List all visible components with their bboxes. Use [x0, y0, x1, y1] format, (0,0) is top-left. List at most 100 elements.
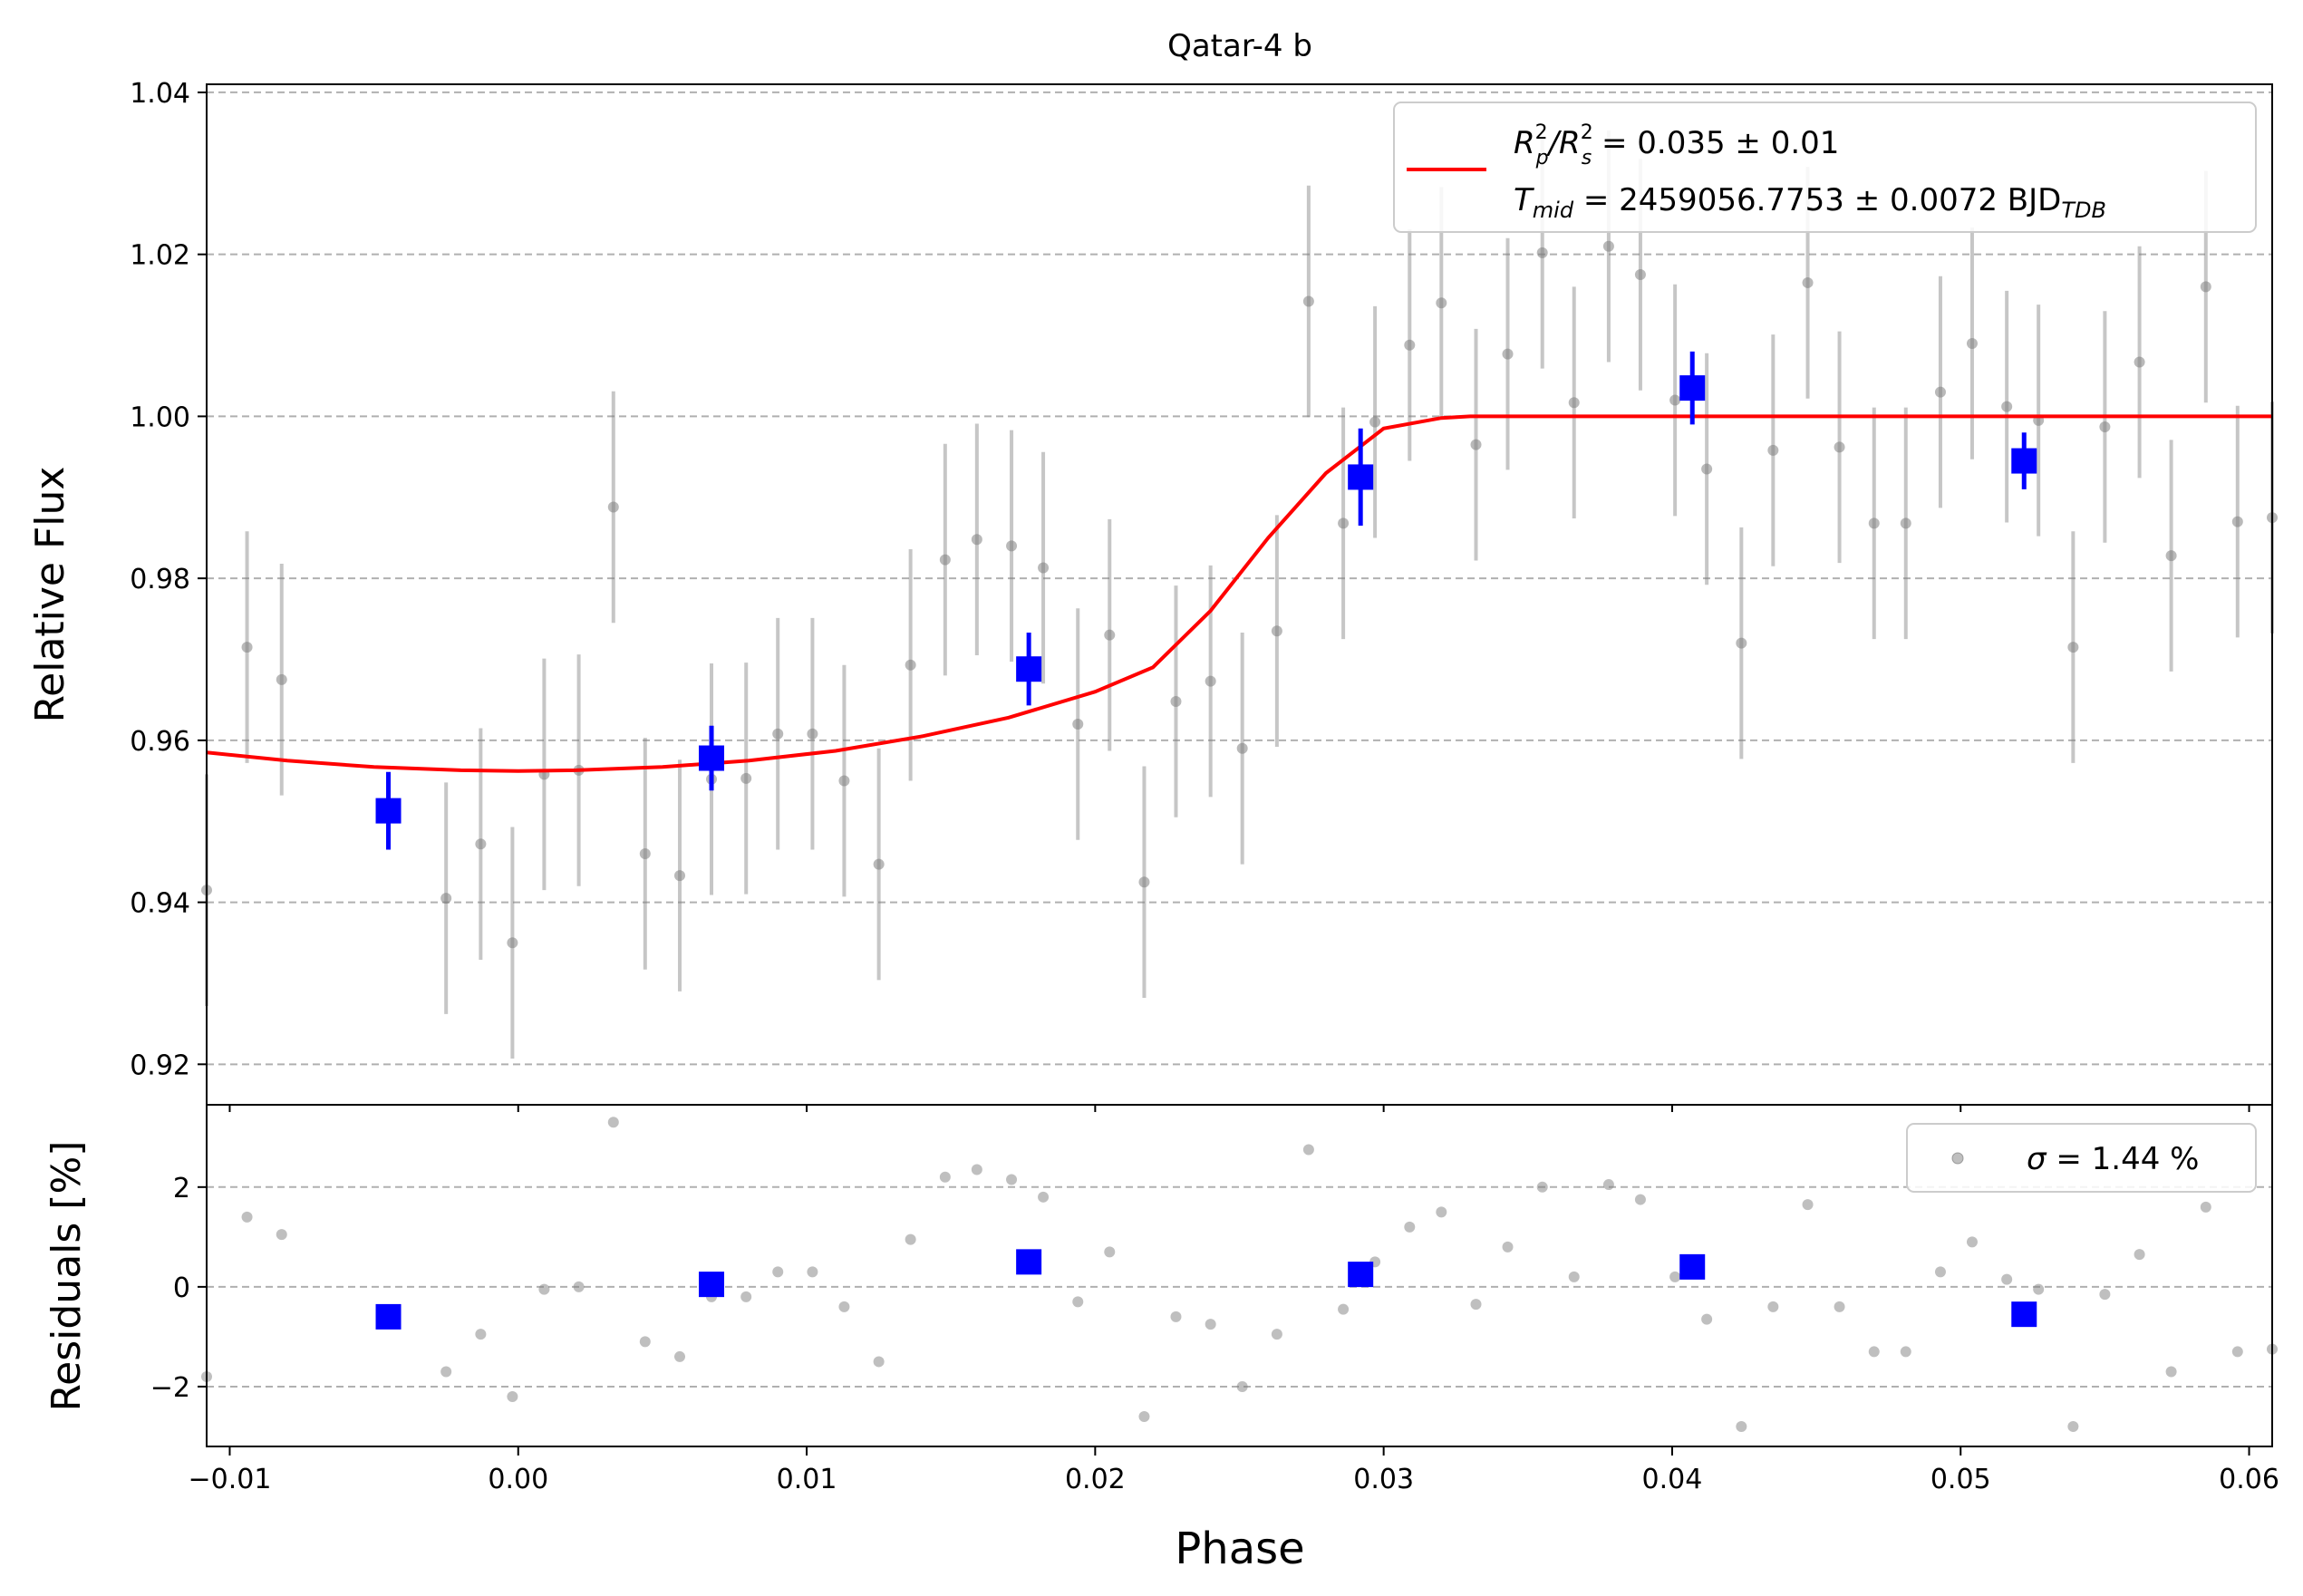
data-point — [2134, 356, 2145, 368]
x-tick-label: 0.01 — [777, 1464, 837, 1495]
binned-point — [1679, 375, 1706, 401]
residuals-panel: −2 0 2 −0.01 0.00 0.01 0.02 0.03 0.04 0.05 0.06 σ… — [44, 1104, 2279, 1574]
data-point — [1104, 629, 1116, 641]
data-point — [2067, 642, 2079, 653]
flux-y-tick-label: 0.98 — [130, 564, 190, 595]
data-point — [740, 772, 752, 784]
binned-residual-point — [375, 1303, 402, 1330]
data-point — [939, 554, 951, 566]
data-point — [1802, 276, 1814, 288]
data-point — [1271, 625, 1282, 637]
flux-y-tick-label: 1.04 — [130, 78, 190, 110]
data-point — [639, 847, 651, 859]
binned-residual-point — [1348, 1262, 1374, 1288]
residuals-panel-frame — [206, 1104, 2273, 1447]
residual-point — [1934, 1266, 1946, 1278]
residual-point — [607, 1117, 619, 1128]
residual-point — [1170, 1311, 1182, 1322]
data-point — [1369, 416, 1381, 428]
residual-point — [873, 1356, 885, 1368]
residual-point — [1436, 1206, 1447, 1218]
flux-y-tick-label: 0.94 — [130, 888, 190, 920]
residual-point — [1404, 1221, 1416, 1233]
flux-legend: R2 p/R2 s = 0.035 ± 0.01 Tmid = 2459056.77… — [1393, 102, 2257, 233]
x-tick-label: 0.04 — [1642, 1464, 1703, 1495]
residual-point — [475, 1329, 487, 1340]
data-point — [1236, 742, 1248, 754]
binned-residual-point — [699, 1272, 725, 1298]
residual-point — [241, 1211, 253, 1223]
data-point — [1072, 718, 1084, 730]
x-tick-label: 0.02 — [1065, 1464, 1126, 1495]
data-point — [1966, 337, 1978, 349]
data-point — [873, 858, 885, 870]
flux-y-tick-label: 0.92 — [130, 1049, 190, 1081]
legend-residual-swatch — [1951, 1152, 1964, 1165]
residual-point — [1038, 1191, 1050, 1203]
residual-point — [639, 1336, 651, 1348]
data-point — [807, 728, 818, 740]
residual-point — [1900, 1346, 1911, 1358]
data-point — [971, 534, 982, 546]
residual-point — [1834, 1301, 1845, 1312]
data-point — [241, 642, 253, 653]
residual-point — [838, 1301, 850, 1312]
residual-point — [1138, 1410, 1150, 1422]
data-point — [1834, 441, 1845, 453]
data-point — [2099, 421, 2111, 433]
residual-point — [1767, 1301, 1779, 1312]
legend-depth-label: R2 p/R2 s = 0.035 ± 0.01 — [1514, 121, 1839, 169]
residual-point — [971, 1164, 982, 1175]
residual-point — [1634, 1194, 1646, 1205]
flux-panel: 0.92 0.94 0.96 0.98 1.00 1.02 1.04 R2 p/R2 s = 0… — [27, 78, 2278, 1106]
residuals-y-tick-label: 0 — [173, 1272, 190, 1304]
flux-y-tick-label: 1.02 — [130, 240, 190, 272]
residual-point — [1868, 1346, 1880, 1358]
data-point — [838, 775, 850, 787]
residual-point — [2231, 1346, 2243, 1358]
data-point — [2165, 550, 2177, 562]
residual-point — [1236, 1380, 1248, 1392]
binned-point — [699, 745, 725, 771]
data-point — [440, 893, 452, 904]
data-point — [1934, 386, 1946, 398]
data-point — [1868, 517, 1880, 529]
data-point — [607, 501, 619, 513]
residuals-y-tick-label: 2 — [173, 1173, 190, 1204]
data-point — [276, 673, 287, 685]
data-point — [1338, 517, 1350, 529]
binned-residual-point — [1679, 1253, 1706, 1280]
data-point — [1602, 240, 1614, 252]
data-point — [1701, 463, 1713, 475]
data-point — [1767, 444, 1779, 456]
legend-sigma-label: σ = 1.44 % — [2027, 1141, 2199, 1177]
residual-point — [939, 1171, 951, 1183]
data-point — [1634, 269, 1646, 281]
data-point — [772, 728, 784, 740]
data-point — [1205, 675, 1216, 687]
data-point — [1669, 394, 1681, 406]
residual-point — [1205, 1319, 1216, 1330]
data-point — [1138, 876, 1150, 888]
residual-point — [905, 1233, 916, 1245]
flux-y-axis-label: Relative Flux — [27, 467, 73, 723]
residual-point — [1669, 1271, 1681, 1282]
x-tick-label: −0.01 — [188, 1464, 271, 1495]
residual-point — [772, 1266, 784, 1278]
x-tick-label: 0.03 — [1353, 1464, 1414, 1495]
x-axis-label: Phase — [1175, 1523, 1304, 1574]
chart-title: Qatar-4 b — [1167, 28, 1312, 64]
residual-point — [1302, 1144, 1314, 1156]
data-point — [1006, 540, 1018, 552]
binned-point — [375, 798, 402, 824]
residual-point — [1602, 1179, 1614, 1191]
data-point — [1170, 695, 1182, 707]
residual-point — [2165, 1366, 2177, 1378]
residuals-y-tick-label: −2 — [150, 1372, 190, 1404]
transit-model-line — [206, 414, 2272, 773]
data-point — [2001, 401, 2013, 412]
data-point — [1038, 562, 1050, 574]
data-point — [2200, 281, 2211, 293]
x-tick-label: 0.00 — [488, 1464, 548, 1495]
